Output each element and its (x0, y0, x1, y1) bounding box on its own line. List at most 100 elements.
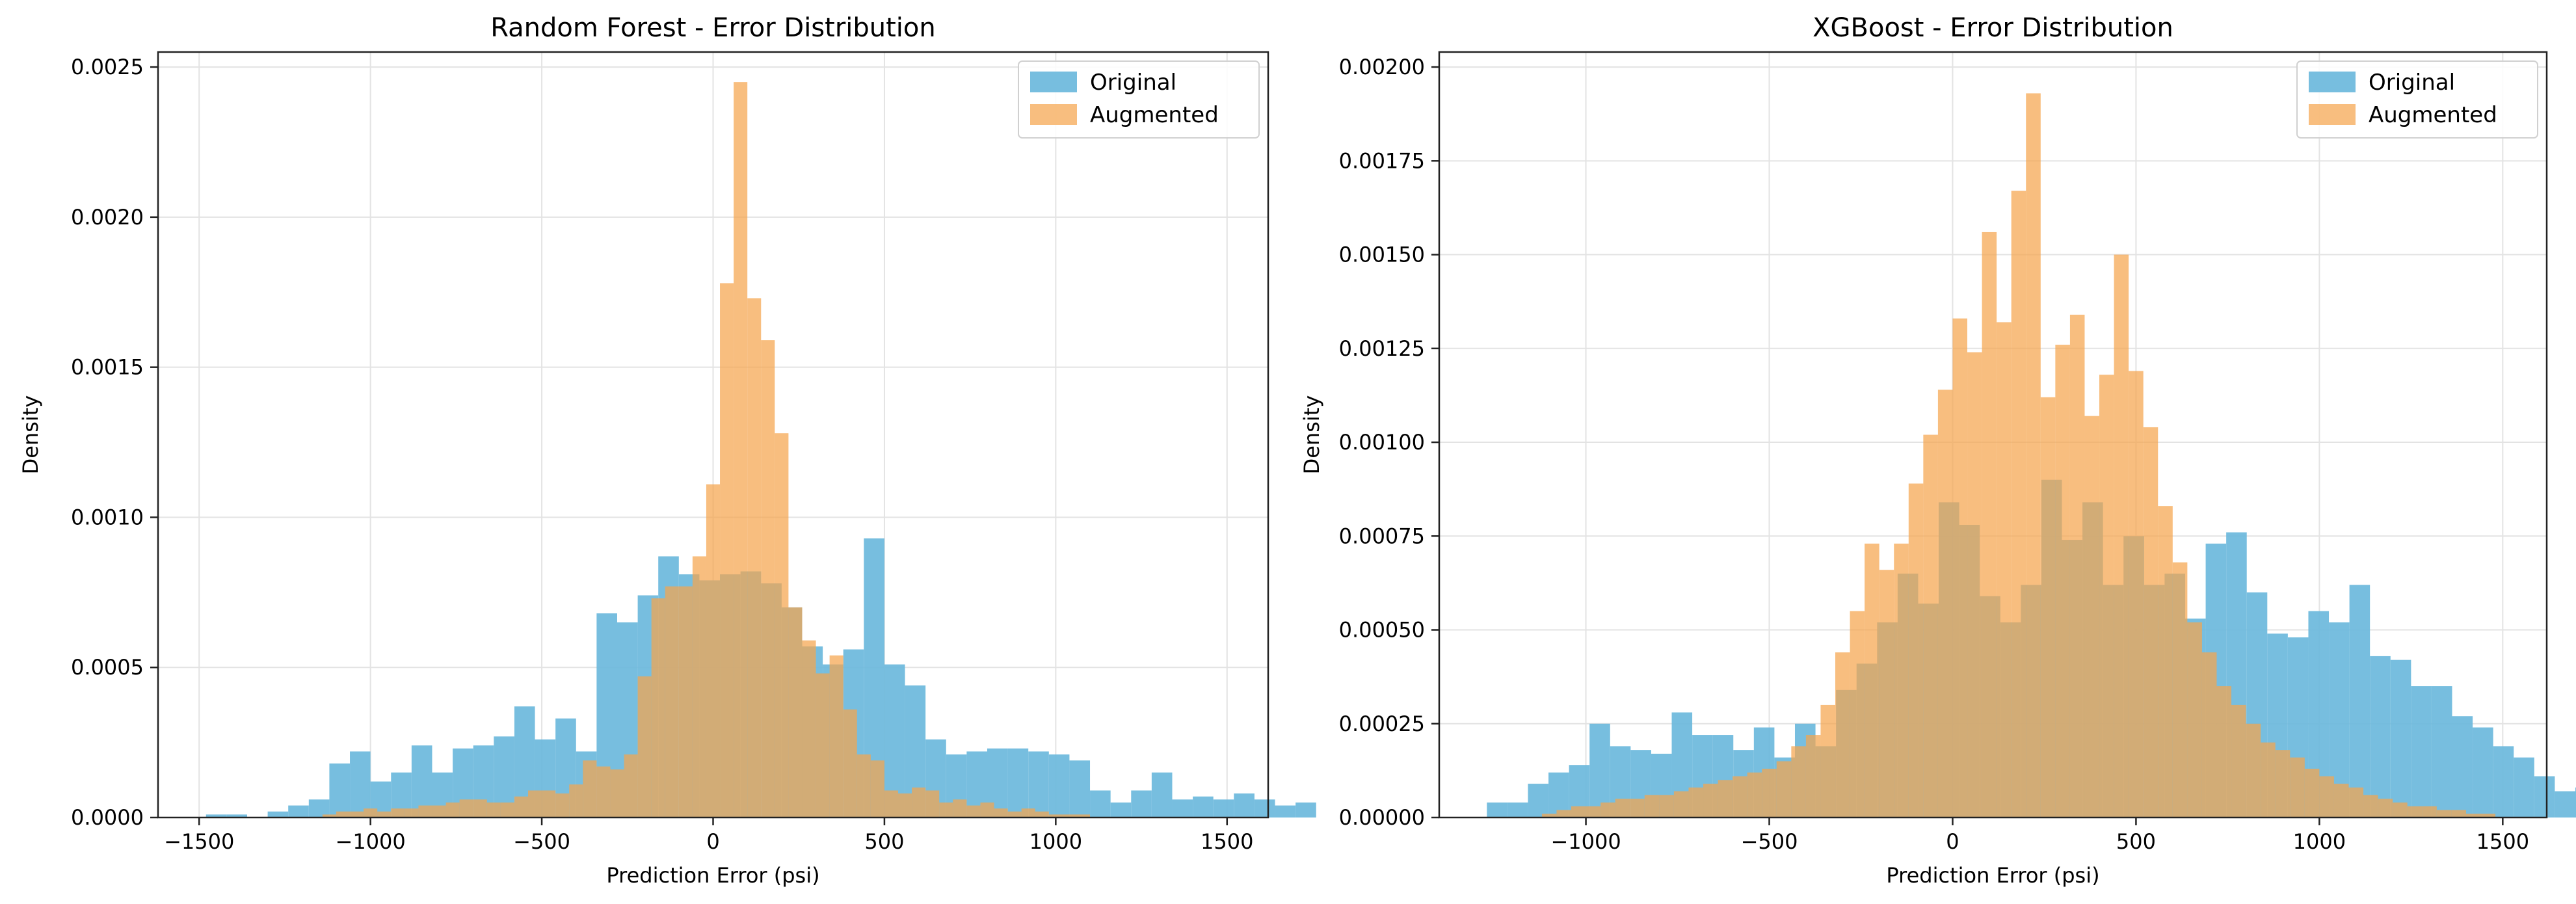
histogram-bar (1776, 761, 1792, 818)
histogram-bar (2555, 791, 2575, 818)
histogram-bar (2333, 784, 2349, 818)
histogram-bar (966, 805, 981, 818)
histogram-bar (980, 802, 994, 818)
histogram-bar (1048, 814, 1063, 818)
histogram-bar (2465, 814, 2481, 818)
histogram-bar (843, 709, 857, 818)
histogram-bar (1703, 784, 1718, 818)
histogram-bar (583, 760, 597, 818)
y-tick-label: 0.00150 (1339, 243, 1425, 267)
histogram-bar (1835, 652, 1850, 818)
histogram-bar (2290, 757, 2305, 818)
histogram-bar (329, 763, 351, 818)
histogram-bar (1487, 802, 1507, 818)
legend: Original Augmented (2296, 60, 2538, 139)
y-tick-label: 0.00125 (1339, 336, 1425, 361)
y-tick-label: 0.00025 (1339, 711, 1425, 736)
histogram-bar (364, 808, 378, 818)
series-augmented (322, 82, 1091, 818)
y-tick-label: 0.00000 (1339, 805, 1425, 830)
histogram-bar (2216, 686, 2232, 818)
y-tick-label: 0.0020 (71, 205, 144, 230)
histogram-bar (1556, 810, 1572, 818)
histogram-bar (856, 754, 871, 818)
y-tick-label: 0.00075 (1339, 524, 1425, 548)
histogram-bar (1644, 795, 1660, 818)
histogram-bar (829, 655, 843, 818)
histogram-bar (1193, 796, 1214, 818)
histogram-bar (1090, 790, 1111, 818)
x-tick-label: 500 (864, 829, 904, 854)
y-tick-label: 0.0025 (71, 55, 144, 79)
histogram-bar (720, 283, 734, 818)
histogram-bar (1791, 746, 1806, 818)
histogram-bar (747, 298, 762, 818)
histogram-bar (2304, 768, 2320, 818)
histogram-bar (1762, 768, 1777, 818)
x-tick-label: 1500 (2476, 829, 2529, 854)
x-tick-label: 1000 (2293, 829, 2346, 854)
x-tick-label: 0 (706, 829, 719, 854)
histogram-bar (2348, 787, 2364, 818)
y-tick-label: 0.00100 (1339, 430, 1425, 455)
x-axis-label: Prediction Error (psi) (606, 863, 819, 888)
histogram-bar (1850, 611, 1865, 818)
histogram-bar (226, 814, 247, 818)
histogram-bar (816, 673, 830, 818)
histogram-bar (2514, 757, 2534, 818)
histogram-bar (2114, 254, 2129, 818)
histogram-bar (1028, 751, 1049, 818)
histogram-bar (2201, 652, 2217, 818)
histogram-bar (1275, 805, 1296, 818)
legend-swatch (2309, 104, 2356, 125)
histogram-bar (336, 811, 351, 818)
histogram-bar (898, 793, 912, 818)
y-tick-label: 0.00200 (1339, 55, 1425, 79)
histogram-bar (500, 802, 514, 818)
histogram-bar (1805, 735, 1821, 818)
histogram-bar (391, 808, 405, 818)
histogram-bar (775, 433, 789, 818)
histogram-bar (2055, 345, 2070, 818)
chart-panel-2: −1000 −500 0 500 1000 1500 0.00000 0.00025 0.000… (1299, 13, 2576, 888)
histogram-bar (288, 805, 309, 818)
histogram-bar (1586, 806, 1601, 818)
chart-title: Random Forest - Error Distribution (490, 13, 936, 43)
y-tick-label: 0.0000 (71, 805, 144, 830)
histogram-bar (459, 799, 473, 818)
histogram-bar (2261, 742, 2276, 818)
histogram-bar (2099, 375, 2114, 818)
histogram-bar (1997, 322, 2012, 818)
histogram-bar (1528, 784, 1549, 818)
histogram-bar (2473, 727, 2493, 818)
chart-panel-1: −1500 −1000 −500 0 500 1000 1500 0.0000 0.0005 0.… (18, 13, 1316, 888)
histogram-bar (377, 811, 392, 818)
histogram-bar (2411, 686, 2432, 818)
histogram-bar (610, 769, 624, 818)
histogram-bar (569, 784, 583, 818)
histogram-bar (761, 340, 775, 818)
histogram-bar (1076, 814, 1091, 818)
legend-swatch (1030, 104, 1077, 125)
histogram-bar (1234, 793, 1255, 818)
x-tick-label: 500 (2116, 829, 2156, 854)
histogram-bar (206, 814, 227, 818)
histogram-bar (1718, 780, 1733, 818)
histogram-bar (2084, 416, 2100, 818)
histogram-bar (925, 790, 940, 818)
histogram-bar (1967, 352, 1982, 818)
histogram-bar (651, 598, 665, 818)
legend-label: Original (1090, 70, 1176, 96)
histogram-bar (706, 484, 721, 818)
histogram-bar (1630, 799, 1645, 818)
histogram-bar (2363, 795, 2378, 818)
x-tick-label: −1000 (1550, 829, 1621, 854)
histogram-bar (2040, 397, 2056, 818)
series-augmented (1541, 93, 2496, 818)
histogram-bar (788, 607, 803, 818)
histogram-bar (1952, 318, 1968, 818)
y-tick-label: 0.0015 (71, 355, 144, 380)
legend-swatch (2309, 72, 2356, 92)
histogram-bar (1254, 799, 1275, 818)
y-tick-label: 0.00175 (1339, 148, 1425, 173)
